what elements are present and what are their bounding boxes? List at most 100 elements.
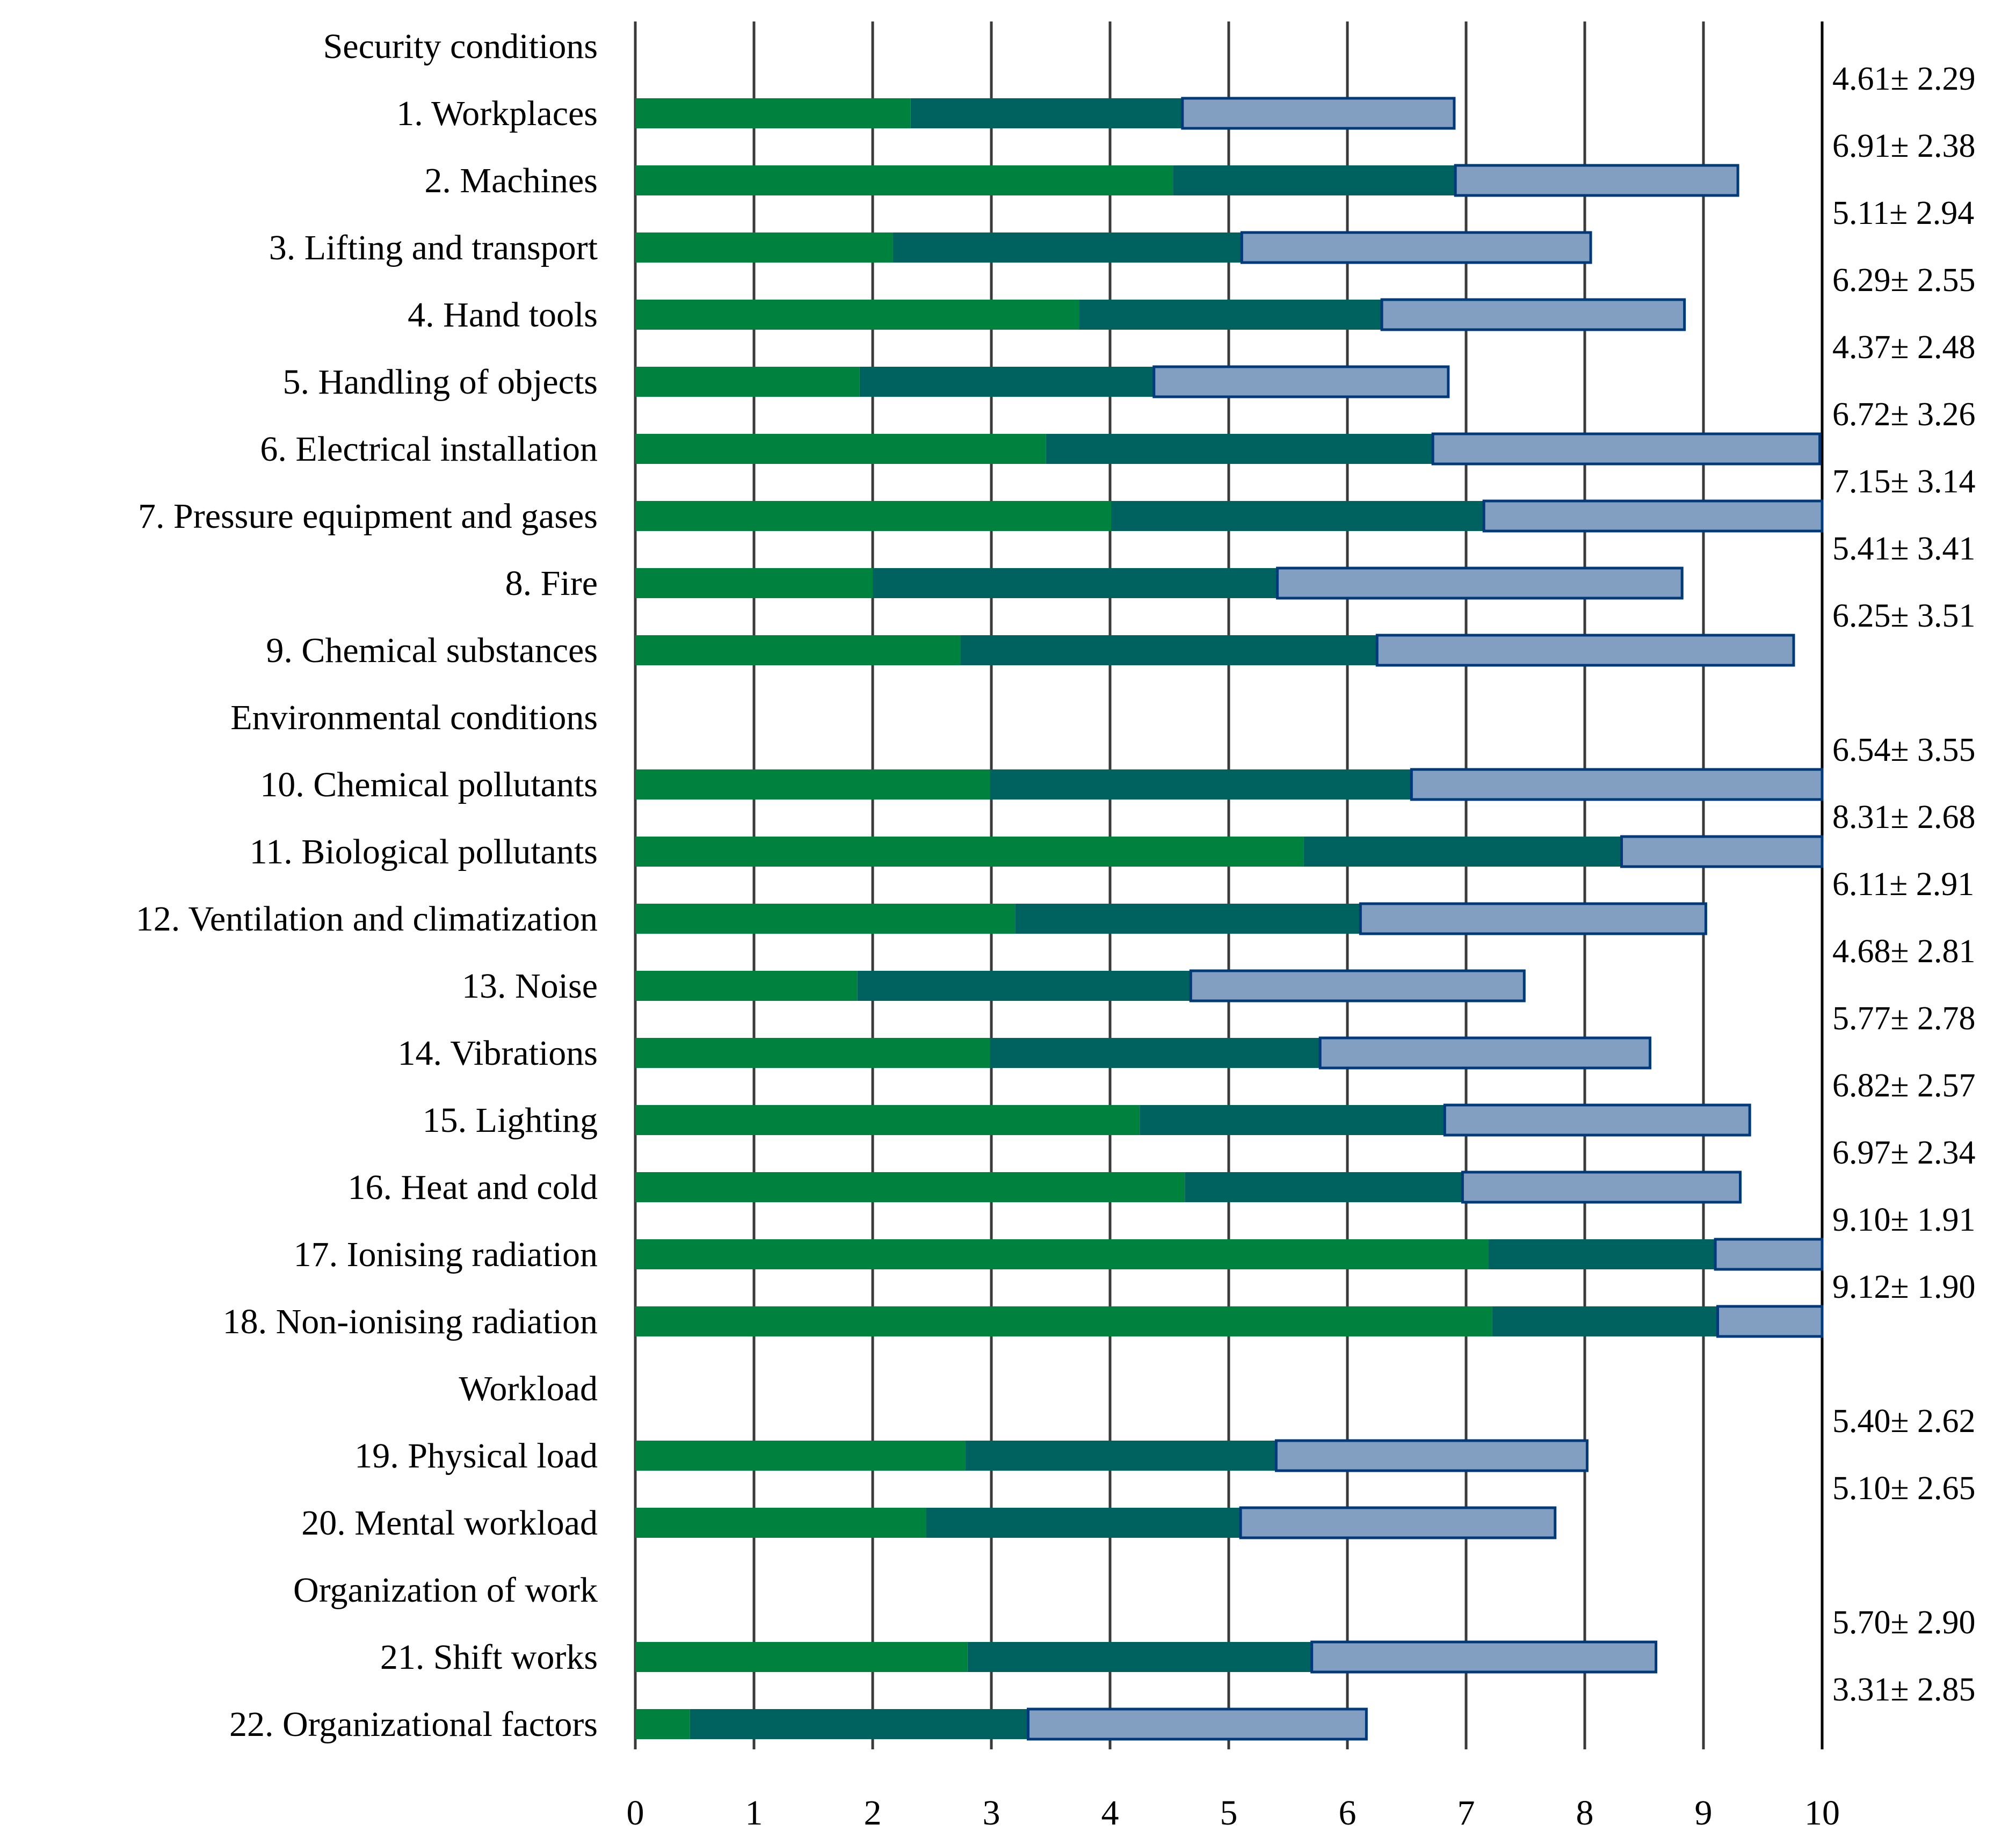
bar-segment-upper <box>1410 768 1824 801</box>
bar-segment-upper <box>1318 1036 1652 1070</box>
bar-segment-mean <box>1079 300 1382 330</box>
bar-segment-lower <box>635 367 860 397</box>
stat-label: 6.11± 2.91 <box>1832 866 1974 903</box>
stat-label: 8.31± 2.68 <box>1832 799 1976 835</box>
grid-lines <box>634 21 1824 1749</box>
bar-segment-mean <box>910 98 1183 128</box>
section-header: Environmental conditions <box>230 698 598 737</box>
stat-label: 6.72± 3.26 <box>1832 396 1976 433</box>
bar-segment-upper <box>1027 1707 1368 1741</box>
category-label: 8. Fire <box>505 564 598 603</box>
stat-label: 4.37± 2.48 <box>1832 329 1976 366</box>
bar-segment-lower <box>635 1105 1140 1135</box>
bar-segment-mean <box>967 1642 1312 1672</box>
bar-segment-lower <box>635 1508 926 1538</box>
bar-segment-upper <box>1181 97 1456 130</box>
bar-segment-mean <box>1492 1306 1718 1336</box>
category-labels: Security conditions 1. Workplaces 2. Machi… <box>136 27 598 1744</box>
bar-segment-mean <box>873 568 1278 598</box>
stat-label: 4.61± 2.29 <box>1832 61 1976 97</box>
category-label: 9. Chemical substances <box>266 631 598 670</box>
stat-label: 5.40± 2.62 <box>1832 1403 1976 1440</box>
category-label: 5. Handling of objects <box>282 362 598 402</box>
stat-label: 3.31± 2.85 <box>1832 1671 1976 1708</box>
x-tick-label: 0 <box>627 1793 644 1833</box>
bar-segment-mean <box>857 971 1191 1001</box>
stat-label: 6.54± 3.55 <box>1832 732 1976 768</box>
bar-segment-mean <box>1185 1172 1463 1202</box>
x-tick-label: 6 <box>1339 1793 1357 1833</box>
bar-segment-upper <box>1276 566 1684 600</box>
stat-label: 9.12± 1.90 <box>1832 1269 1976 1305</box>
bar-segment-upper <box>1375 634 1795 667</box>
x-tick-label: 9 <box>1695 1793 1713 1833</box>
bar-segment-mean <box>1111 501 1484 531</box>
bar-segment-upper <box>1152 365 1450 398</box>
category-label: 17. Ionising radiation <box>294 1235 598 1274</box>
bar-segment-lower <box>635 1038 990 1068</box>
bar-segment-lower <box>635 1172 1185 1202</box>
bar-segment-mean <box>893 232 1242 263</box>
stat-label: 5.10± 2.65 <box>1832 1470 1976 1507</box>
bar-segment-lower <box>635 232 893 263</box>
bar-segment-lower <box>635 971 858 1001</box>
bar-segment-upper <box>1443 1103 1751 1137</box>
x-tick-label: 5 <box>1220 1793 1238 1833</box>
stat-label: 5.11± 2.94 <box>1832 195 1974 231</box>
bar-segment-mean <box>990 1038 1321 1068</box>
bar-segment-upper <box>1461 1171 1742 1204</box>
bar-segment-lower <box>635 98 911 128</box>
category-label: 4. Hand tools <box>408 295 598 335</box>
stat-label: 4.68± 2.81 <box>1832 933 1976 970</box>
bar-segment-upper <box>1716 1305 1824 1338</box>
x-tick-label: 10 <box>1804 1793 1840 1833</box>
category-label: 1. Workplaces <box>396 94 598 133</box>
category-label: 22. Organizational factors <box>229 1705 598 1744</box>
stat-label: 5.41± 3.41 <box>1832 530 1976 567</box>
stat-label: 5.70± 2.90 <box>1832 1604 1976 1641</box>
bar-segment-upper <box>1239 1506 1557 1539</box>
category-label: 14. Vibrations <box>398 1034 598 1073</box>
category-label: 11. Biological pollutants <box>250 832 598 871</box>
bar-segment-upper <box>1274 1439 1589 1472</box>
bar-segment-lower <box>635 837 1304 867</box>
bar-segment-mean <box>859 367 1154 397</box>
bar-segment-mean <box>965 1441 1277 1471</box>
bar-segment-mean <box>1015 904 1361 934</box>
bar-segment-lower <box>635 904 1016 934</box>
bar-segment-upper <box>1189 969 1526 1002</box>
bar-segment-mean <box>960 635 1377 665</box>
stat-label: 6.91± 2.38 <box>1832 128 1976 164</box>
bar-segment-lower <box>635 1642 968 1672</box>
bar-segment-mean <box>1488 1239 1716 1269</box>
bar-segment-upper <box>1240 231 1592 264</box>
bar-segment-mean <box>1046 434 1433 464</box>
category-label: 12. Ventilation and climatization <box>136 899 598 939</box>
bar-segment-mean <box>1140 1105 1445 1135</box>
stat-labels: 4.61± 2.29 6.91± 2.38 5.11± 2.94 6.29± 2.55… <box>1832 61 1976 1708</box>
section-header: Organization of work <box>293 1571 598 1610</box>
stat-label: 6.25± 3.51 <box>1832 598 1976 634</box>
x-axis-tick-labels: 0 1 2 3 4 5 6 7 8 9 10 <box>627 1793 1840 1833</box>
bar-segment-mean <box>1303 837 1622 867</box>
category-label: 7. Pressure equipment and gases <box>138 497 598 536</box>
bars <box>635 97 1824 1741</box>
bar-segment-lower <box>635 1239 1489 1269</box>
bar-segment-mean <box>690 1709 1028 1739</box>
stat-label: 7.15± 3.14 <box>1832 463 1976 500</box>
category-label: 3. Lifting and transport <box>269 228 598 267</box>
bar-segment-lower <box>635 769 990 800</box>
bar-segment-lower <box>635 1709 690 1739</box>
bar-segment-upper <box>1310 1640 1658 1674</box>
stat-label: 5.77± 2.78 <box>1832 1000 1976 1037</box>
bar-segment-upper <box>1431 432 1822 466</box>
category-label: 21. Shift works <box>380 1638 598 1677</box>
stat-label: 6.97± 2.34 <box>1832 1135 1976 1171</box>
bar-segment-upper <box>1620 835 1824 868</box>
bar-segment-lower <box>635 1441 966 1471</box>
bar-segment-upper <box>1482 499 1824 533</box>
category-label: 15. Lighting <box>423 1101 598 1140</box>
bar-segment-upper <box>1359 902 1707 935</box>
category-label: 2. Machines <box>424 161 598 200</box>
